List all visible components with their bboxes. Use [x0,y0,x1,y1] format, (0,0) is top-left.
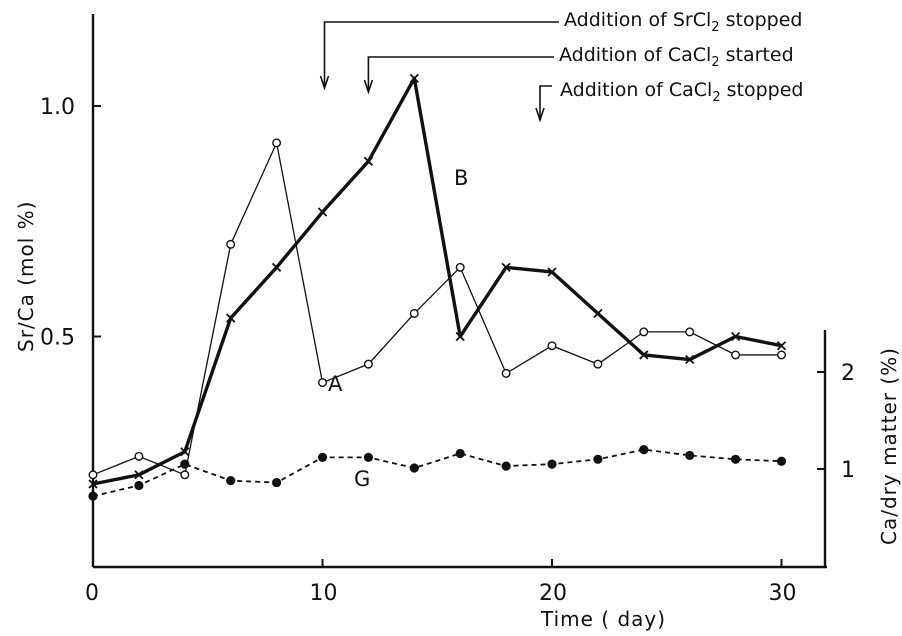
series-label-G: G [354,467,370,491]
y-tick-label: 1.0 [40,95,75,120]
data-point-A [180,470,190,480]
annotation-arrowhead [319,75,330,91]
data-point-B [639,350,649,360]
data-point-G [455,448,465,459]
y2-tick-label: 2 [841,361,855,386]
data-point-G [639,445,649,455]
data-point-G [685,450,695,461]
annotation: Addition of CaCl2 stopped [535,79,803,123]
annotation-text: Addition of SrCl2 stopped [564,9,802,35]
data-point-A [547,341,557,351]
data-point-G [776,456,787,466]
series-G: G [88,445,787,501]
data-point-G [134,480,144,491]
data-point-B [776,341,787,351]
annotation-arrowhead [535,107,545,123]
labels: Time ( day) Sr/Ca (mol %) Ca/dry matter … [14,201,901,631]
y-tick-label: 0.5 [40,326,75,351]
data-point-A [134,451,144,461]
y-axis-title: Sr/Ca (mol %) [14,201,38,352]
data-point-G [272,477,282,488]
series-line-A [92,142,782,476]
data-point-B [226,313,236,323]
data-point-B [455,331,465,342]
data-point-A [272,138,282,148]
annotation-arrowhead [363,79,374,95]
data-point-B [317,207,328,217]
x-tick-label: 10 [310,581,338,606]
series-layer: A B G [88,73,787,501]
data-point-A [226,239,236,249]
data-point-G [363,452,373,462]
annotation-text: Addition of CaCl2 stopped [560,79,803,105]
x-tick-label: 20 [539,581,567,606]
data-point-G [409,463,419,473]
data-point-G [226,476,236,486]
x-tick-label: 30 [769,581,797,606]
annotations: Addition of SrCl2 stopped Addition of CaC… [319,9,803,123]
series-line-G [92,448,782,498]
data-point-B [180,447,190,457]
ticks: 0 10 20 30 0.5 1.0 1 2 [40,95,855,606]
data-point-A [731,350,741,360]
data-point-G [317,452,328,462]
annotation-leader-line [367,56,554,92]
data-point-G [547,459,557,469]
data-point-A [318,378,328,388]
data-point-B [88,479,98,489]
data-point-A [409,308,419,318]
data-point-G [731,454,741,464]
data-point-B [593,308,603,319]
data-point-B [685,354,695,365]
annotation-text: Addition of CaCl2 started [559,44,794,70]
x-tick-label: 0 [85,581,99,606]
annotation: Addition of SrCl2 stopped [319,9,802,91]
data-point-G [88,491,98,501]
series-label-B: B [454,166,468,190]
data-point-A [685,327,695,337]
data-point-A [501,368,511,378]
data-point-B [134,470,144,480]
data-point-B [547,267,557,277]
data-point-G [593,454,603,464]
series-line-B [92,76,782,486]
x-axis-title: Time ( day) [540,607,666,631]
data-point-B [730,331,741,342]
data-point-A [593,359,603,369]
data-point-A [455,262,465,272]
y2-tick-label: 1 [841,458,855,483]
series-label-A: A [328,372,343,396]
series-B: B [88,73,787,489]
data-point-A [88,470,98,480]
annotation: Addition of CaCl2 started [363,44,794,95]
data-point-A [639,327,649,337]
y2-axis-title: Ca/dry matter (%) [877,347,901,545]
data-point-B [271,262,282,272]
series-A: A [88,138,787,480]
data-point-G [501,461,511,471]
annotation-leader-line [539,85,552,120]
data-point-G [180,459,190,469]
data-point-B [409,73,419,83]
data-point-A [777,350,787,360]
data-point-A [363,359,373,369]
data-point-B [363,156,374,166]
data-point-B [501,262,511,272]
annotation-leader-line [323,21,559,88]
